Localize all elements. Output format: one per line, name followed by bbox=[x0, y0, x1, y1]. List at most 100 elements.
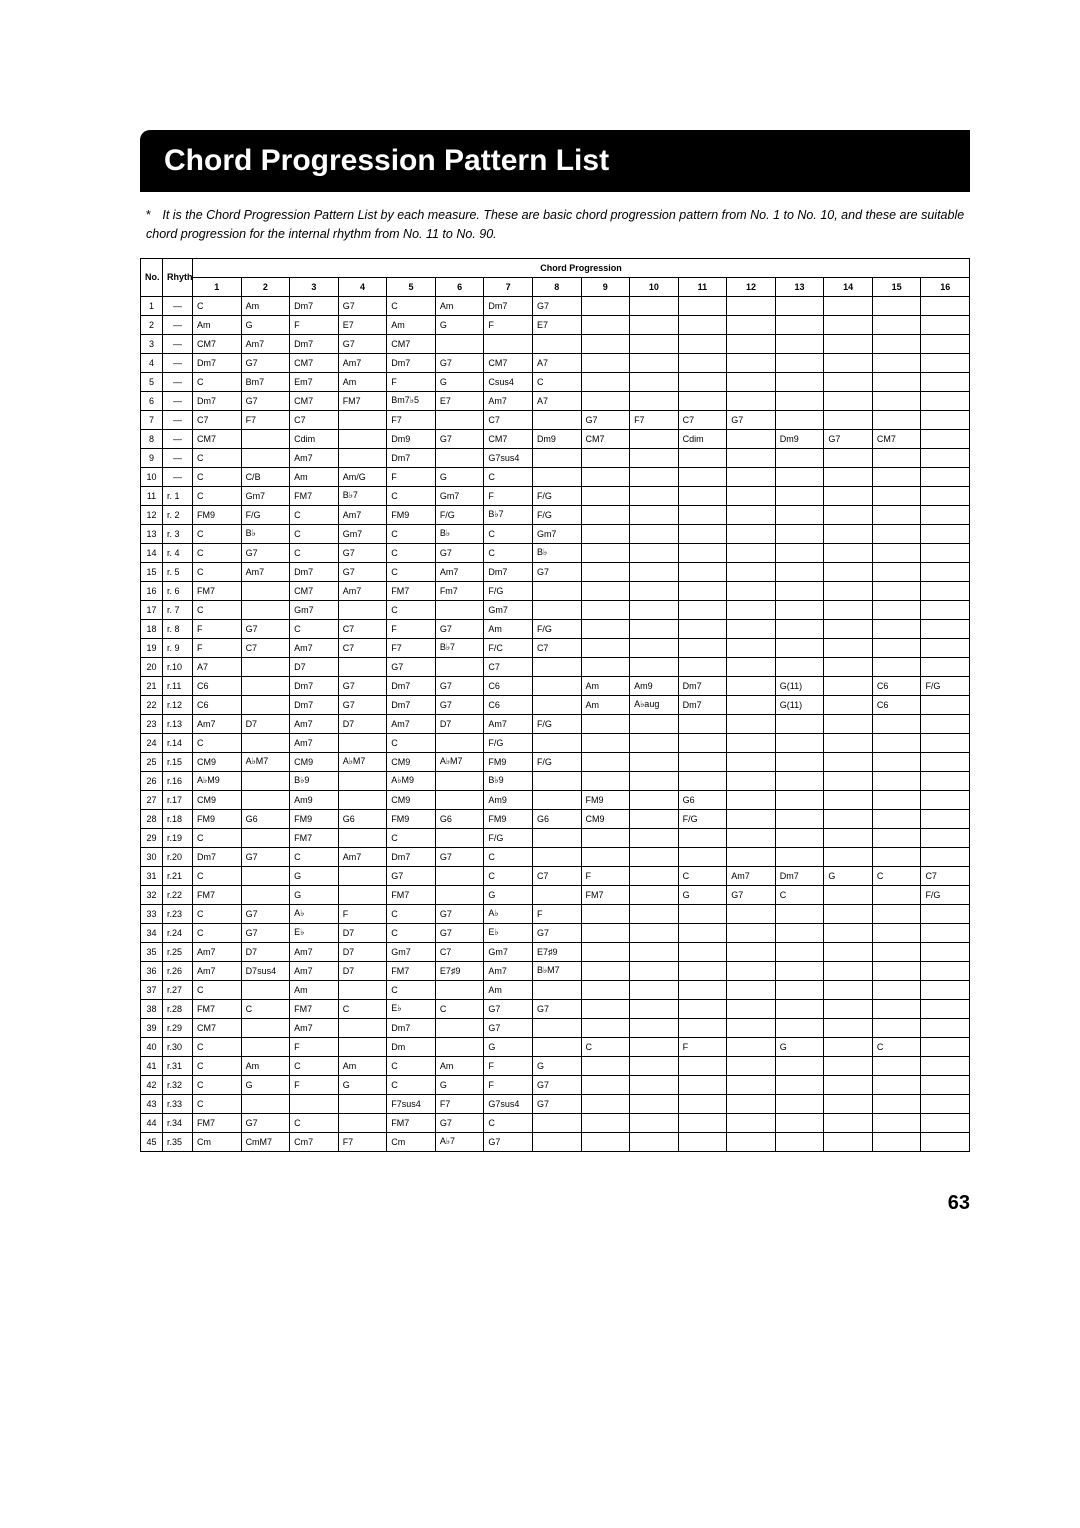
cell-rhythm: — bbox=[163, 429, 193, 448]
cell-chord bbox=[727, 467, 776, 486]
cell-chord bbox=[484, 334, 533, 353]
cell-chord bbox=[824, 467, 873, 486]
cell-chord bbox=[630, 315, 679, 334]
cell-chord: G7 bbox=[484, 999, 533, 1018]
cell-chord: G7 bbox=[727, 885, 776, 904]
cell-rhythm: r.10 bbox=[163, 657, 193, 676]
cell-chord bbox=[678, 1056, 727, 1075]
cell-chord: C7 bbox=[338, 638, 387, 657]
cell-chord bbox=[824, 980, 873, 999]
cell-chord: Am7 bbox=[193, 942, 242, 961]
header-col: 3 bbox=[290, 277, 339, 296]
cell-chord: F bbox=[484, 1056, 533, 1075]
cell-chord bbox=[872, 505, 921, 524]
cell-chord: G7 bbox=[435, 847, 484, 866]
cell-chord: A♭M9 bbox=[387, 771, 436, 790]
header-col: 12 bbox=[727, 277, 776, 296]
cell-chord: Am7 bbox=[435, 562, 484, 581]
cell-chord bbox=[338, 600, 387, 619]
cell-chord bbox=[775, 999, 824, 1018]
cell-chord: Am7 bbox=[241, 334, 290, 353]
cell-chord bbox=[921, 524, 970, 543]
cell-chord bbox=[872, 543, 921, 562]
cell-chord: Cdim bbox=[290, 429, 339, 448]
cell-chord bbox=[921, 733, 970, 752]
cell-chord bbox=[824, 809, 873, 828]
cell-no: 24 bbox=[141, 733, 163, 752]
cell-chord: Am7 bbox=[193, 714, 242, 733]
cell-rhythm: — bbox=[163, 448, 193, 467]
cell-chord bbox=[727, 619, 776, 638]
cell-chord bbox=[775, 543, 824, 562]
cell-chord bbox=[532, 581, 581, 600]
cell-no: 18 bbox=[141, 619, 163, 638]
cell-chord: C bbox=[387, 486, 436, 505]
cell-chord bbox=[824, 942, 873, 961]
cell-chord bbox=[921, 334, 970, 353]
cell-chord bbox=[824, 619, 873, 638]
table-row: 16r. 6FM7CM7Am7FM7Fm7F/G bbox=[141, 581, 970, 600]
cell-rhythm: r.12 bbox=[163, 695, 193, 714]
cell-chord bbox=[727, 733, 776, 752]
cell-chord bbox=[775, 1075, 824, 1094]
cell-chord: F bbox=[387, 372, 436, 391]
cell-chord: C bbox=[387, 980, 436, 999]
cell-chord bbox=[532, 448, 581, 467]
cell-chord bbox=[678, 334, 727, 353]
cell-chord bbox=[872, 923, 921, 942]
cell-no: 37 bbox=[141, 980, 163, 999]
cell-chord: F/G bbox=[532, 714, 581, 733]
cell-rhythm: r.15 bbox=[163, 752, 193, 771]
cell-chord: Am bbox=[387, 315, 436, 334]
cell-chord bbox=[824, 543, 873, 562]
cell-chord: C bbox=[387, 828, 436, 847]
cell-chord: Cm bbox=[387, 1132, 436, 1151]
cell-chord: Am7 bbox=[484, 714, 533, 733]
cell-rhythm: r.23 bbox=[163, 904, 193, 923]
cell-chord bbox=[630, 809, 679, 828]
cell-chord bbox=[824, 334, 873, 353]
cell-chord bbox=[824, 1075, 873, 1094]
cell-no: 30 bbox=[141, 847, 163, 866]
cell-rhythm: r.18 bbox=[163, 809, 193, 828]
cell-chord bbox=[630, 733, 679, 752]
cell-chord: Am7 bbox=[290, 448, 339, 467]
cell-chord bbox=[921, 410, 970, 429]
cell-chord: CM7 bbox=[484, 429, 533, 448]
cell-no: 11 bbox=[141, 486, 163, 505]
cell-chord bbox=[678, 942, 727, 961]
cell-rhythm: r.35 bbox=[163, 1132, 193, 1151]
cell-chord bbox=[872, 562, 921, 581]
cell-chord: Am7 bbox=[290, 638, 339, 657]
cell-chord: CM7 bbox=[193, 334, 242, 353]
cell-chord bbox=[338, 1094, 387, 1113]
cell-chord: G7 bbox=[532, 562, 581, 581]
cell-chord: G bbox=[435, 372, 484, 391]
cell-chord: E7♯9 bbox=[532, 942, 581, 961]
cell-chord bbox=[872, 1113, 921, 1132]
cell-chord bbox=[921, 657, 970, 676]
cell-chord bbox=[678, 467, 727, 486]
cell-chord bbox=[921, 619, 970, 638]
table-row: 32r.22FM7GFM7GFM7GG7CF/G bbox=[141, 885, 970, 904]
cell-chord: Am7 bbox=[290, 1018, 339, 1037]
cell-chord bbox=[824, 771, 873, 790]
cell-chord: F/G bbox=[435, 505, 484, 524]
cell-chord bbox=[775, 923, 824, 942]
cell-chord: G(11) bbox=[775, 695, 824, 714]
cell-chord bbox=[581, 391, 630, 410]
cell-chord bbox=[921, 1056, 970, 1075]
cell-rhythm: r.30 bbox=[163, 1037, 193, 1056]
cell-chord bbox=[435, 828, 484, 847]
cell-chord: Am bbox=[290, 467, 339, 486]
cell-chord: FM7 bbox=[581, 885, 630, 904]
cell-chord bbox=[775, 733, 824, 752]
table-row: 14r. 4CG7CG7CG7CB♭ bbox=[141, 543, 970, 562]
cell-chord bbox=[775, 1094, 824, 1113]
cell-chord bbox=[727, 695, 776, 714]
cell-chord bbox=[678, 771, 727, 790]
cell-chord bbox=[581, 847, 630, 866]
cell-chord: G7 bbox=[338, 676, 387, 695]
cell-chord bbox=[630, 847, 679, 866]
cell-chord: C bbox=[193, 372, 242, 391]
